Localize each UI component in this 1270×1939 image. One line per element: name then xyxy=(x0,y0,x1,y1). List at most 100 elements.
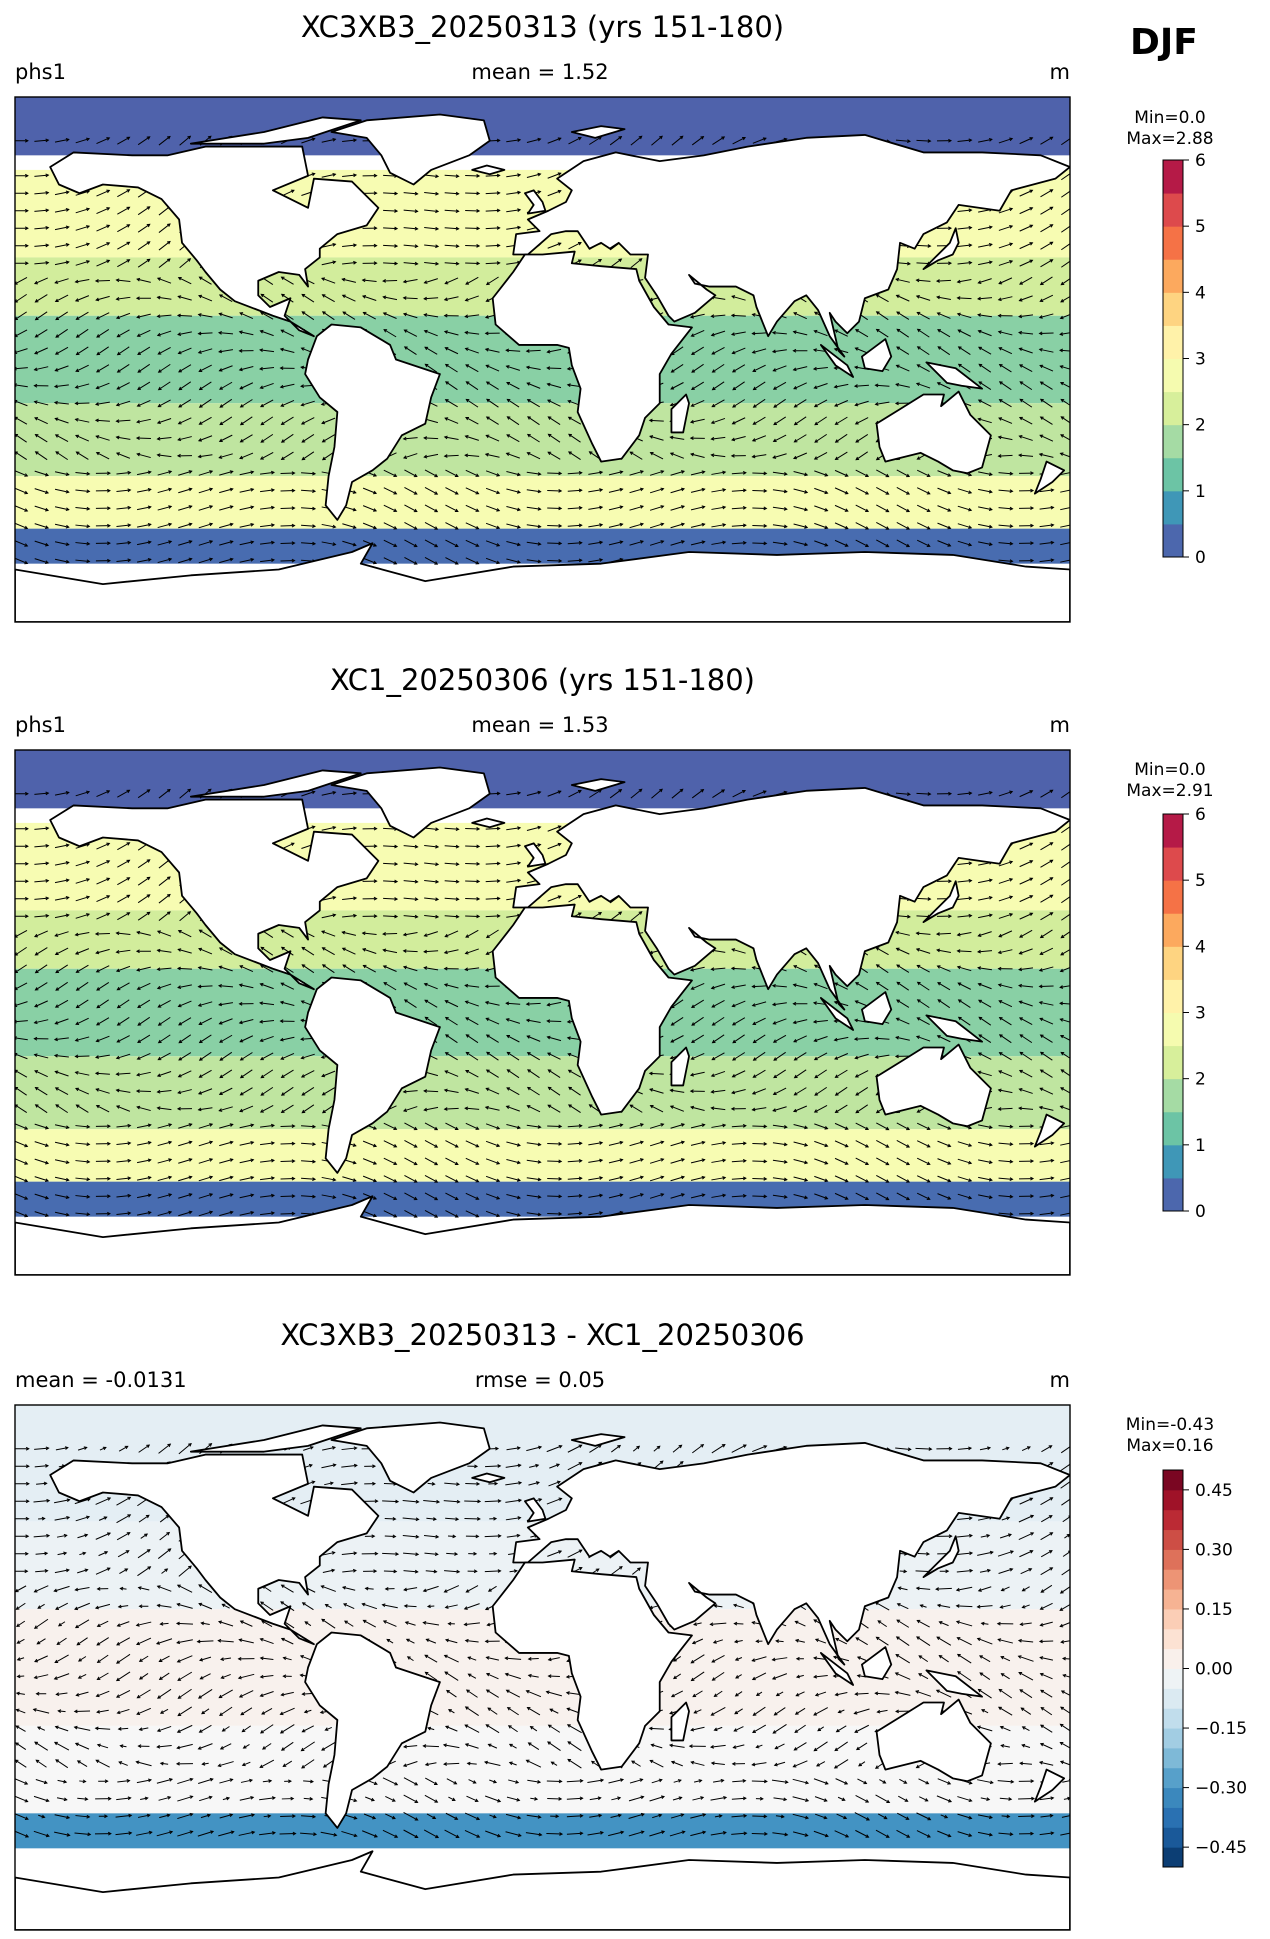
direction-arrow xyxy=(35,294,48,303)
direction-arrow xyxy=(814,399,828,408)
arrow-head xyxy=(116,386,121,390)
direction-arrow xyxy=(1039,313,1054,319)
arrow-head xyxy=(188,1140,193,1145)
arrow-head xyxy=(45,913,50,918)
direction-arrow xyxy=(711,1177,726,1181)
arrow-head xyxy=(44,472,50,477)
arrow-head xyxy=(136,277,141,282)
direction-arrow xyxy=(506,792,521,796)
direction-arrow xyxy=(670,470,685,476)
arrow-head xyxy=(732,404,736,408)
direction-arrow xyxy=(219,1211,233,1217)
direction-arrow xyxy=(219,1018,233,1025)
arrow-head xyxy=(300,421,305,425)
direction-arrow xyxy=(55,365,69,372)
greenland-landmass xyxy=(330,113,491,186)
arrow-head xyxy=(998,1016,1003,1021)
arrow-head xyxy=(24,1143,29,1148)
arrow-head xyxy=(484,968,489,972)
direction-arrow xyxy=(506,1018,521,1024)
arrow-head xyxy=(96,1004,101,1009)
arrow-head xyxy=(435,844,440,849)
direction-arrow xyxy=(711,1194,726,1198)
direction-arrow xyxy=(485,1175,500,1182)
direction-arrow xyxy=(239,1124,254,1129)
arrow-head xyxy=(106,895,111,899)
arrow-head xyxy=(690,351,695,355)
arrow-head xyxy=(259,329,264,334)
arrow-head xyxy=(475,1196,480,1200)
arrow-head xyxy=(485,381,490,385)
direction-arrow xyxy=(465,487,479,495)
arrow-head xyxy=(773,404,778,408)
direction-arrow xyxy=(937,1158,951,1165)
direction-arrow xyxy=(588,1159,603,1163)
arrow-head xyxy=(947,1161,952,1165)
direction-arrow xyxy=(280,1036,295,1041)
arrow-head xyxy=(874,1036,879,1041)
direction-arrow xyxy=(485,522,500,529)
direction-arrow xyxy=(732,399,746,408)
direction-arrow xyxy=(506,914,521,918)
direction-arrow xyxy=(876,964,889,974)
direction-arrow xyxy=(301,507,316,510)
arrow-head xyxy=(188,505,193,509)
arrow-head xyxy=(710,332,715,337)
direction-arrow xyxy=(485,348,500,353)
direction-arrow xyxy=(670,505,685,511)
direction-arrow xyxy=(301,1177,316,1180)
arrow-head xyxy=(853,1037,858,1041)
arrow-head xyxy=(505,365,510,369)
direction-arrow xyxy=(526,138,541,143)
direction-arrow xyxy=(219,1002,233,1006)
arrow-head xyxy=(332,913,337,918)
arrow-head xyxy=(65,1125,70,1130)
arrow-head xyxy=(373,525,378,530)
arrow-head xyxy=(188,1175,193,1180)
direction-arrow xyxy=(1060,967,1070,972)
direction-arrow xyxy=(342,244,357,247)
direction-arrow xyxy=(219,1069,233,1078)
arrow-head xyxy=(619,522,624,527)
arrow-head xyxy=(751,331,756,336)
arrow-head xyxy=(783,472,788,476)
arrow-head xyxy=(1071,1194,1074,1197)
direction-arrow xyxy=(425,363,438,373)
direction-arrow xyxy=(978,488,992,493)
arrow-head xyxy=(813,311,818,316)
direction-arrow xyxy=(814,1069,828,1079)
direction-arrow xyxy=(55,999,69,1008)
direction-arrow xyxy=(485,880,500,883)
direction-arrow xyxy=(732,790,746,798)
direction-arrow xyxy=(814,433,828,443)
arrow-head xyxy=(1039,934,1044,939)
arrow-head xyxy=(24,1213,29,1218)
direction-arrow xyxy=(15,1037,28,1041)
arrow-head xyxy=(730,332,735,336)
direction-arrow xyxy=(116,489,131,493)
arrow-head xyxy=(834,1074,839,1078)
direction-arrow xyxy=(424,983,438,990)
direction-arrow xyxy=(711,506,726,510)
arrow-head xyxy=(270,1176,276,1181)
arrow-head xyxy=(997,950,1002,955)
arrow-head xyxy=(116,369,121,373)
map-panel-1 xyxy=(14,96,1071,623)
arrow-head xyxy=(207,788,212,793)
arrow-head xyxy=(1019,398,1024,403)
arrow-head xyxy=(464,1106,469,1111)
direction-arrow xyxy=(1039,1001,1054,1006)
arrow-head xyxy=(455,191,460,196)
arrow-head xyxy=(1038,1000,1043,1005)
arrow-head xyxy=(599,523,604,527)
direction-arrow xyxy=(998,949,1013,954)
arrow-head xyxy=(935,932,940,936)
arrow-head xyxy=(496,896,501,901)
arrow-head xyxy=(751,1107,756,1112)
direction-arrow xyxy=(568,1069,582,1078)
arrow-head xyxy=(136,1105,141,1110)
direction-arrow xyxy=(342,915,357,918)
arrow-head xyxy=(394,261,399,266)
arrow-head xyxy=(1050,1176,1055,1181)
direction-arrow xyxy=(753,416,766,425)
